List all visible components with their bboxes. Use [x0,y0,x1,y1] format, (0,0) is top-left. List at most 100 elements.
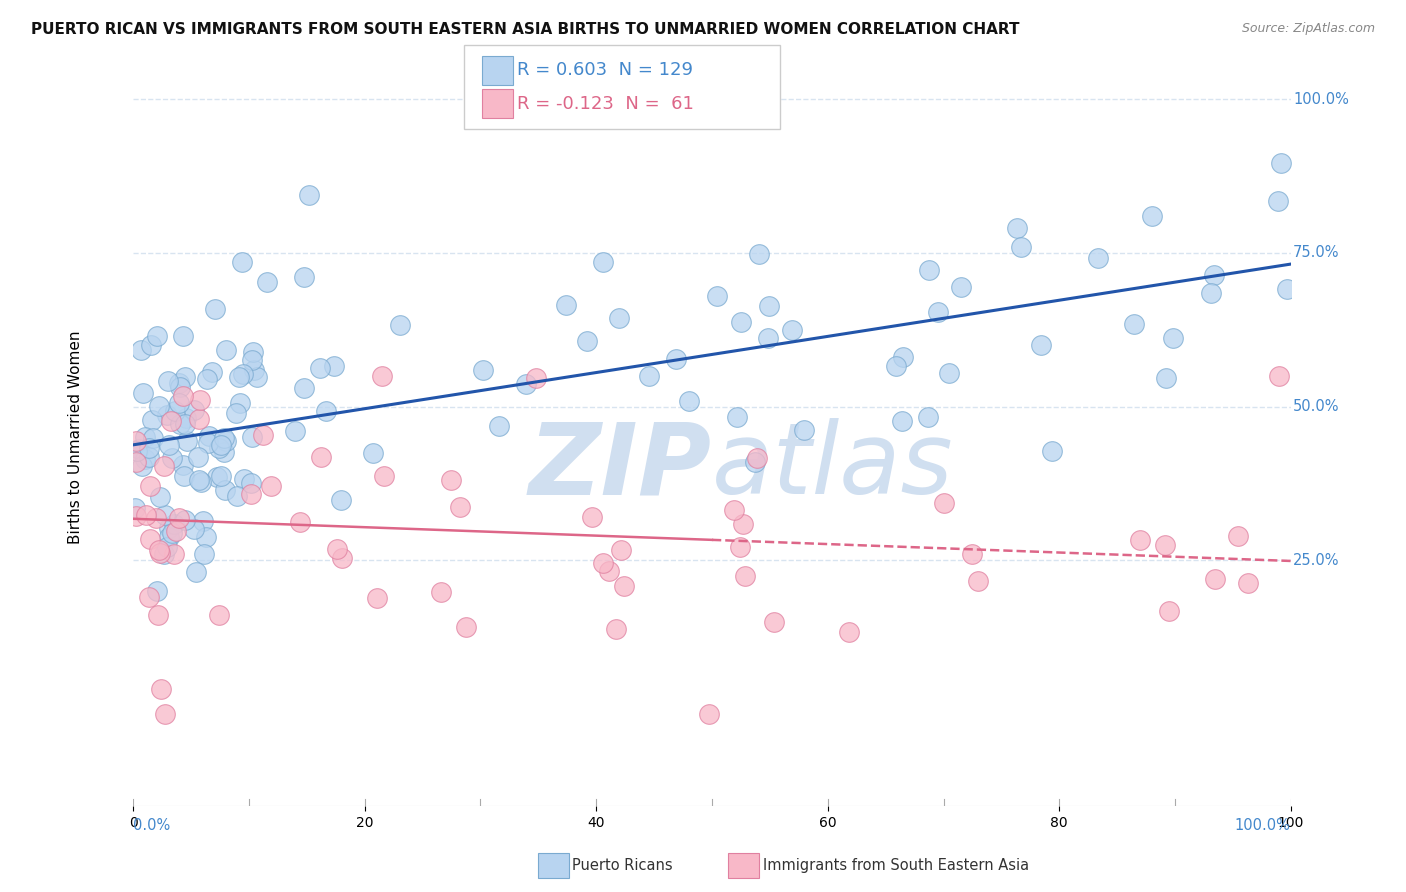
Point [187,450,209,464]
Point [884,359,907,374]
Point [361,445,384,459]
Text: Puerto Ricans: Puerto Ricans [572,858,673,872]
Point [1029,337,1052,351]
Point [1010,239,1032,253]
Text: PUERTO RICAN VS IMMIGRANTS FROM SOUTH EASTERN ASIA BIRTHS TO UNMARRIED WOMEN COR: PUERTO RICAN VS IMMIGRANTS FROM SOUTH EA… [31,22,1019,37]
Point [366,591,388,605]
Point [125,509,148,524]
Point [156,374,179,388]
Point [373,469,395,483]
Point [160,451,183,466]
Point [932,495,955,509]
Point [1161,331,1184,345]
Point [197,372,219,386]
Point [148,543,170,558]
Point [139,338,162,352]
Point [124,501,146,516]
Point [125,434,148,448]
Point [150,681,173,696]
Point [183,522,205,536]
Point [228,370,250,384]
Point [207,608,229,623]
Point [1204,572,1226,586]
Point [183,403,205,417]
Point [730,315,752,329]
Point [330,550,353,565]
Point [598,564,620,578]
Point [157,521,180,535]
Point [156,408,179,422]
Text: 0.0%: 0.0% [134,818,170,833]
Point [188,392,211,407]
Point [1237,576,1260,591]
Text: Immigrants from South Eastern Asia: Immigrants from South Eastern Asia [763,858,1029,872]
Point [1123,317,1146,331]
Point [163,516,186,531]
Point [214,483,236,497]
Point [581,510,603,524]
Point [193,547,215,561]
Point [292,381,315,395]
Point [149,490,172,504]
Point [193,514,215,528]
Point [138,590,160,604]
Point [1156,371,1178,385]
Point [1154,538,1177,552]
Point [190,475,212,489]
Point [430,584,453,599]
Point [239,476,262,491]
Point [173,417,195,432]
Point [169,417,191,432]
Point [209,438,232,452]
Point [212,431,235,445]
Point [315,404,337,418]
Text: Births to Unmarried Women: Births to Unmarried Women [67,331,83,544]
Text: 50.0%: 50.0% [1294,399,1340,414]
Point [297,188,319,202]
Point [592,556,614,570]
Point [146,583,169,598]
Point [1227,529,1250,543]
Point [524,371,547,385]
Point [917,409,939,424]
Point [637,368,659,383]
Point [762,615,785,629]
Point [208,441,231,455]
Point [173,513,195,527]
Point [176,434,198,448]
Point [127,444,149,458]
Point [730,540,752,554]
Point [256,275,278,289]
Point [260,478,283,492]
Point [163,403,186,417]
Point [1270,156,1292,170]
Point [145,510,167,524]
Point [242,344,264,359]
Point [239,487,262,501]
Point [838,624,860,639]
Point [938,366,960,380]
Point [1129,533,1152,547]
Point [1040,444,1063,458]
Point [744,455,766,469]
Point [697,706,720,721]
Text: 100.0%: 100.0% [1234,818,1291,833]
Point [160,525,183,540]
Point [613,578,636,592]
Text: 75.0%: 75.0% [1294,245,1340,260]
Point [243,363,266,377]
Point [449,500,471,515]
Point [284,424,307,438]
Point [745,451,768,466]
Point [723,502,745,516]
Text: Source: ZipAtlas.com: Source: ZipAtlas.com [1241,22,1375,36]
Point [229,396,252,410]
Point [146,607,169,622]
Point [138,441,160,455]
Point [146,329,169,343]
Point [212,444,235,458]
Point [169,380,191,394]
Point [153,706,176,721]
Point [592,254,614,268]
Point [1202,268,1225,283]
